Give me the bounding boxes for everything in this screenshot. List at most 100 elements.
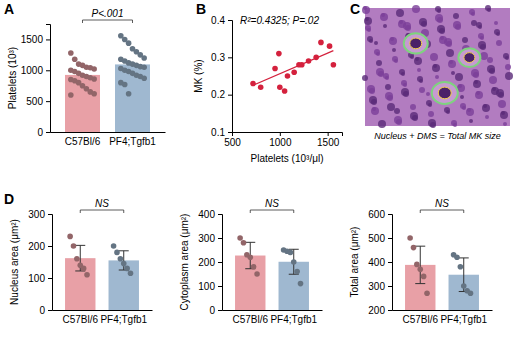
data-point: [254, 271, 260, 277]
cell: [496, 40, 502, 46]
cell: [387, 95, 393, 101]
plot-area: [405, 235, 479, 310]
y-axis-tick-label: 1000: [21, 65, 44, 76]
cell: [439, 36, 447, 44]
cell: [439, 28, 445, 34]
cell: [376, 52, 380, 56]
cell: [435, 14, 443, 22]
cell: [399, 69, 405, 75]
x-axis-tick-label: C57Bl/6: [65, 136, 101, 147]
data-point: [124, 266, 130, 272]
panel-label: A: [4, 1, 14, 17]
cell: [446, 41, 452, 47]
megakaryocyte: [404, 33, 428, 53]
y-axis-label: Nucleus area (μm²): [9, 219, 20, 305]
cell: [453, 123, 457, 127]
cell: [437, 25, 445, 33]
cell: [371, 107, 379, 115]
bar: [65, 258, 95, 310]
cell: [485, 115, 489, 119]
cell: [396, 9, 404, 17]
cell: [462, 37, 468, 43]
cell: [385, 76, 389, 80]
y-axis-tick: 0.4: [211, 15, 232, 26]
data-point: [414, 262, 420, 268]
cell: [453, 13, 459, 19]
data-point: [291, 69, 297, 75]
x-axis-tick-label: PF4;Tgfb1: [100, 314, 147, 325]
bar-chart: 0100200300C57Bl/6PF4;Tgfb1Nucleus area (…: [9, 198, 153, 325]
cell: [503, 53, 509, 59]
cell: [435, 6, 441, 12]
cell: [419, 87, 425, 93]
y-axis-tick: 200: [28, 241, 52, 252]
y-axis-tick: 0.1: [211, 127, 232, 138]
y-axis-tick: 0: [37, 127, 50, 138]
cell: [478, 41, 486, 49]
cell: [473, 72, 479, 78]
data-point: [251, 264, 257, 270]
data-point: [288, 250, 294, 256]
cell: [462, 106, 466, 110]
cell: [364, 17, 372, 25]
cell: [369, 96, 377, 104]
y-axis-tick-label: 200: [28, 241, 45, 252]
bar: [65, 75, 100, 132]
megakaryocyte-nucleus: [464, 53, 475, 63]
cell: [378, 120, 386, 128]
y-axis-tick-mark: [46, 70, 50, 71]
cell: [451, 120, 457, 126]
data-point: [67, 234, 73, 240]
data-point: [299, 62, 305, 68]
y-axis-tick-mark: [218, 310, 222, 311]
cell: [437, 9, 441, 13]
x-axis-tick: C57Bl/6: [232, 310, 268, 325]
cell: [367, 28, 371, 32]
cell: [435, 75, 439, 79]
x-axis-tick: C57Bl/6: [62, 310, 98, 325]
significance-bracket: [80, 210, 123, 213]
data-point: [237, 235, 243, 241]
y-axis-tick-mark: [388, 238, 392, 239]
cell: [430, 53, 438, 61]
data-point: [247, 254, 253, 260]
cell: [394, 108, 400, 114]
y-axis-tick-label: 300: [198, 233, 215, 244]
data-point: [126, 91, 132, 97]
y-axis-tick: 200: [198, 257, 222, 268]
y-axis-tick-mark: [388, 286, 392, 287]
cell: [426, 92, 430, 96]
cell: [489, 76, 497, 84]
cell: [494, 21, 498, 25]
plot-area: [250, 40, 336, 94]
cell: [414, 57, 422, 65]
cell: [403, 83, 407, 87]
panel-label: C: [350, 1, 360, 17]
cell: [369, 39, 373, 43]
cell: [491, 87, 499, 95]
y-axis-line: [388, 215, 393, 311]
image-background: [365, 8, 510, 126]
data-point: [424, 290, 430, 296]
y-axis-line: [218, 215, 223, 311]
cell: [466, 108, 474, 116]
x-axis-tick-mark: [280, 132, 281, 136]
data-point: [291, 259, 297, 265]
cell: [376, 60, 382, 66]
x-axis-tick-label: 1000: [269, 137, 292, 148]
x-axis-tick-mark: [328, 132, 329, 136]
data-point: [458, 264, 464, 270]
y-axis-line: [48, 215, 53, 311]
data-point: [277, 84, 283, 90]
data-point: [81, 266, 87, 272]
x-axis-tick-label: C57Bl/6: [62, 314, 98, 325]
cell: [469, 9, 475, 15]
data-point: [411, 245, 417, 251]
cell: [385, 92, 393, 100]
data-point: [114, 250, 120, 256]
cell: [455, 73, 463, 81]
cell: [410, 104, 416, 110]
data-point: [111, 243, 117, 249]
data-point: [421, 274, 427, 280]
x-axis-tick: 1000: [269, 132, 292, 148]
